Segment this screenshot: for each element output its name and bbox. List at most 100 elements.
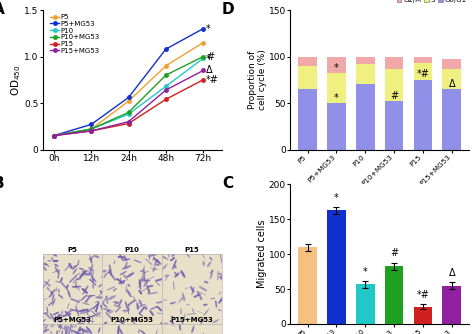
- Ellipse shape: [160, 322, 164, 325]
- Ellipse shape: [182, 272, 184, 276]
- Ellipse shape: [165, 274, 168, 278]
- Bar: [298, 89, 317, 150]
- Ellipse shape: [219, 273, 221, 276]
- Ellipse shape: [140, 305, 144, 307]
- Ellipse shape: [51, 315, 54, 320]
- Ellipse shape: [157, 279, 162, 281]
- Text: *#: *#: [417, 290, 429, 300]
- Bar: [327, 103, 346, 150]
- P10+MG53: [126, 110, 131, 114]
- Ellipse shape: [55, 268, 58, 272]
- Ellipse shape: [109, 296, 114, 300]
- Ellipse shape: [61, 311, 64, 314]
- Ellipse shape: [58, 325, 63, 329]
- P5+MG53: [88, 123, 94, 127]
- Ellipse shape: [52, 296, 54, 299]
- Ellipse shape: [179, 299, 182, 302]
- P15+MG53: [201, 68, 206, 72]
- Ellipse shape: [150, 254, 155, 257]
- Ellipse shape: [98, 329, 100, 332]
- Ellipse shape: [176, 272, 180, 276]
- Ellipse shape: [73, 331, 78, 334]
- Ellipse shape: [81, 272, 85, 277]
- Ellipse shape: [114, 289, 116, 291]
- Ellipse shape: [172, 316, 173, 318]
- Ellipse shape: [65, 329, 68, 334]
- Text: *: *: [334, 63, 339, 73]
- Legend: G2/M, S, G0/G1: G2/M, S, G0/G1: [394, 0, 469, 6]
- Text: #: #: [206, 51, 214, 61]
- Ellipse shape: [139, 284, 141, 287]
- Ellipse shape: [165, 323, 167, 324]
- Ellipse shape: [74, 325, 77, 328]
- Ellipse shape: [173, 265, 177, 268]
- Ellipse shape: [44, 329, 47, 333]
- Text: *: *: [363, 267, 368, 277]
- Ellipse shape: [93, 278, 96, 281]
- Ellipse shape: [89, 295, 93, 297]
- Bar: [298, 56, 317, 66]
- Ellipse shape: [68, 292, 71, 296]
- Ellipse shape: [92, 285, 94, 288]
- Ellipse shape: [45, 325, 48, 328]
- Text: *#: *#: [206, 75, 219, 85]
- Ellipse shape: [191, 288, 194, 291]
- Ellipse shape: [139, 282, 141, 287]
- Ellipse shape: [123, 319, 127, 323]
- Ellipse shape: [103, 322, 107, 326]
- Ellipse shape: [192, 309, 194, 312]
- Text: *: *: [334, 93, 339, 103]
- Ellipse shape: [51, 292, 52, 294]
- Y-axis label: OD$_{450}$: OD$_{450}$: [9, 64, 23, 96]
- Ellipse shape: [136, 260, 140, 263]
- Ellipse shape: [204, 310, 208, 315]
- Ellipse shape: [96, 301, 98, 303]
- P5+MG53: [201, 27, 206, 31]
- Ellipse shape: [55, 312, 57, 315]
- Ellipse shape: [138, 280, 141, 283]
- P15: [51, 134, 57, 138]
- Ellipse shape: [220, 298, 223, 302]
- Line: P10+MG53: P10+MG53: [52, 55, 205, 137]
- Title: P5+MG53: P5+MG53: [54, 317, 91, 323]
- P5: [163, 64, 169, 68]
- Ellipse shape: [219, 309, 220, 311]
- Ellipse shape: [90, 259, 92, 262]
- P15+MG53: [163, 88, 169, 92]
- Text: *: *: [206, 24, 211, 34]
- Line: P10: P10: [52, 57, 205, 137]
- Ellipse shape: [84, 272, 89, 276]
- Title: P10+MG53: P10+MG53: [111, 317, 154, 323]
- Bar: [385, 56, 403, 68]
- Ellipse shape: [118, 328, 119, 332]
- Line: P5: P5: [52, 41, 205, 137]
- Ellipse shape: [182, 294, 185, 299]
- Ellipse shape: [77, 277, 80, 281]
- Bar: [298, 247, 317, 324]
- Ellipse shape: [87, 328, 91, 332]
- Ellipse shape: [120, 330, 122, 333]
- P5+MG53: [126, 96, 131, 100]
- Ellipse shape: [182, 298, 184, 300]
- Ellipse shape: [76, 309, 79, 314]
- Text: Δ: Δ: [206, 65, 213, 75]
- Ellipse shape: [152, 268, 157, 270]
- Text: D: D: [222, 2, 235, 17]
- Ellipse shape: [116, 301, 117, 304]
- P5: [201, 40, 206, 44]
- Ellipse shape: [84, 302, 88, 305]
- Ellipse shape: [53, 254, 56, 257]
- Bar: [385, 266, 403, 324]
- Ellipse shape: [84, 288, 87, 293]
- Ellipse shape: [74, 333, 79, 334]
- Ellipse shape: [126, 304, 128, 309]
- Bar: [442, 89, 461, 150]
- Ellipse shape: [186, 253, 189, 256]
- Y-axis label: Proportion of
cell cycle (%): Proportion of cell cycle (%): [248, 49, 267, 110]
- Ellipse shape: [82, 296, 85, 300]
- Ellipse shape: [145, 307, 146, 310]
- Ellipse shape: [117, 279, 118, 280]
- P5: [51, 134, 57, 138]
- P10+MG53: [88, 127, 94, 131]
- Ellipse shape: [202, 262, 205, 265]
